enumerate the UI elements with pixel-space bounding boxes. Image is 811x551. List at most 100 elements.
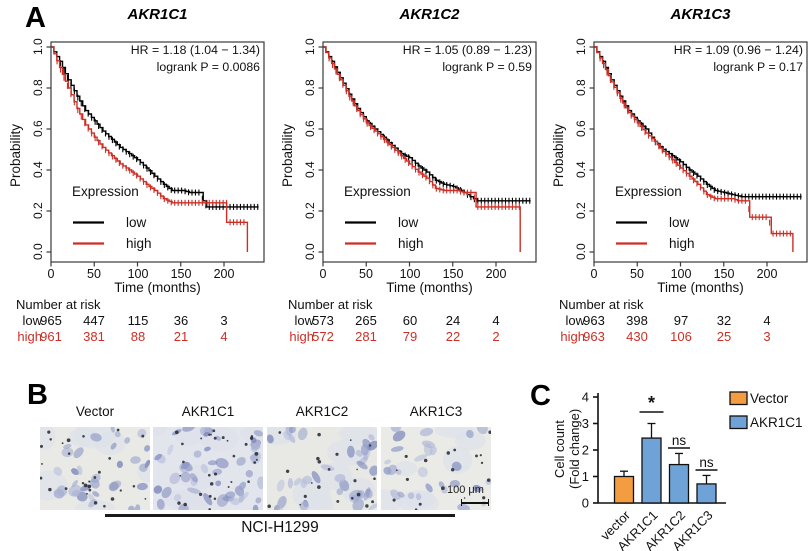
micro-dot — [418, 502, 422, 506]
x-tick-label: 0 — [590, 267, 598, 281]
micro-cell — [215, 458, 229, 469]
micro-dot — [250, 435, 254, 438]
y-tick-label: 0.4 — [574, 161, 588, 179]
micro-dot — [267, 504, 271, 509]
micro-dot — [181, 442, 184, 446]
x-tick-label: 0 — [319, 267, 327, 281]
micro-cell — [253, 430, 264, 437]
micro-dot — [213, 497, 217, 501]
micro-dot — [335, 452, 339, 456]
legend-label-high: high — [398, 236, 424, 251]
micro-cell — [53, 466, 63, 476]
micro-cell — [414, 454, 428, 462]
km-curve-high — [323, 46, 521, 252]
hr-value: HR = 1.18 (1.04 − 1.34) — [130, 43, 260, 57]
x-axis-title: Time (months) — [386, 280, 473, 295]
bar-vector — [613, 475, 635, 504]
micro-cell — [276, 479, 285, 492]
y-axis-title: Probability — [280, 123, 295, 188]
micro-cell — [216, 494, 229, 507]
x-tick-label: 150 — [442, 267, 464, 281]
x-tick-label: 50 — [359, 267, 373, 281]
micro-cell — [236, 456, 246, 466]
km-curve-low — [51, 46, 259, 208]
bar-AKR1C3 — [696, 483, 717, 504]
micro-cell — [238, 492, 245, 503]
legend-label-akr1c1: AKR1C1 — [750, 415, 803, 430]
y-tick-label: 0.0 — [574, 243, 588, 261]
micro-dot — [41, 462, 43, 465]
micro-cell — [108, 481, 119, 492]
micro-dot — [198, 492, 203, 497]
km-plot-AKR1C2: AKR1C2 HR = 1.05 (0.89 − 1.23) logrank P =… — [272, 0, 542, 350]
micro-smudge — [442, 446, 473, 474]
micro-dot — [141, 434, 145, 438]
micro-dot — [463, 497, 466, 499]
risk-count: 106 — [670, 329, 692, 344]
micro-dot — [353, 479, 357, 483]
micro-dot — [86, 492, 88, 495]
micro-smudge — [94, 431, 126, 456]
micro-dot — [303, 494, 307, 498]
microscopy-label-vector: Vector — [75, 404, 115, 419]
y-tick-label: 3 — [582, 416, 589, 431]
micro-cell — [429, 446, 437, 456]
km-curve-low — [323, 46, 531, 202]
micro-cell — [251, 444, 261, 451]
micro-dot — [227, 486, 230, 488]
risk-count: 281 — [355, 329, 377, 344]
micro-dot — [349, 439, 352, 441]
micro-dot — [221, 436, 225, 440]
risk-count: 32 — [716, 313, 732, 328]
micro-dot — [39, 476, 43, 480]
micro-cell — [215, 435, 221, 441]
y-tick-label: 1 — [582, 469, 589, 484]
micro-cell — [154, 453, 162, 461]
micro-dot — [423, 458, 428, 463]
risk-table-heading: Number at risk — [288, 297, 373, 312]
micro-cell — [193, 450, 202, 458]
micro-cell — [421, 440, 436, 449]
legend-label-low: low — [398, 215, 419, 230]
micro-cell — [355, 449, 363, 457]
micro-dot — [177, 501, 181, 505]
y-tick-label: 0.0 — [31, 243, 45, 261]
risk-table-heading: Number at risk — [559, 297, 644, 312]
micro-dot — [81, 481, 85, 485]
risk-count: 265 — [355, 313, 377, 328]
plot-frame — [593, 41, 808, 263]
km-curve-high — [51, 46, 249, 252]
micro-dot — [97, 470, 101, 474]
micro-dot — [61, 442, 64, 445]
microscopy-image-vector — [28, 420, 162, 518]
x-tick-label: 200 — [213, 267, 235, 281]
x-tick-label: 200 — [485, 267, 507, 281]
bar-chart: 01234vectorAKR1C1*AKR1C2nsAKR1C3nsVector… — [582, 390, 803, 551]
x-tick-label: 50 — [87, 267, 101, 281]
micro-dot — [285, 469, 290, 473]
y-tick-label: 0.8 — [303, 79, 317, 97]
risk-row-label-low: low — [565, 313, 585, 328]
km-plot-AKR1C3: AKR1C3 HR = 1.09 (0.96 − 1.24) logrank P =… — [543, 0, 811, 350]
micro-cell — [334, 473, 346, 483]
micro-dot — [87, 484, 92, 489]
sig-star: * — [648, 393, 655, 413]
micro-cell — [229, 497, 240, 506]
micro-dot — [336, 499, 340, 503]
micro-smudge — [434, 422, 476, 438]
micro-dot — [488, 430, 492, 434]
risk-count: 961 — [40, 329, 62, 344]
micro-dot — [48, 487, 52, 492]
micro-dot — [327, 468, 331, 471]
risk-count: 572 — [312, 329, 334, 344]
legend-title: Expression — [72, 184, 139, 199]
micro-cell — [387, 464, 397, 476]
km-plot-title: AKR1C1 — [127, 6, 188, 23]
micro-cell — [116, 460, 124, 468]
y-tick-label: 0.6 — [574, 120, 588, 138]
micro-dot — [255, 458, 258, 461]
micro-cell — [68, 484, 82, 497]
micro-dot — [39, 444, 44, 448]
microscopy-label-akr1c1: AKR1C1 — [181, 404, 235, 419]
micro-cell — [255, 497, 262, 504]
